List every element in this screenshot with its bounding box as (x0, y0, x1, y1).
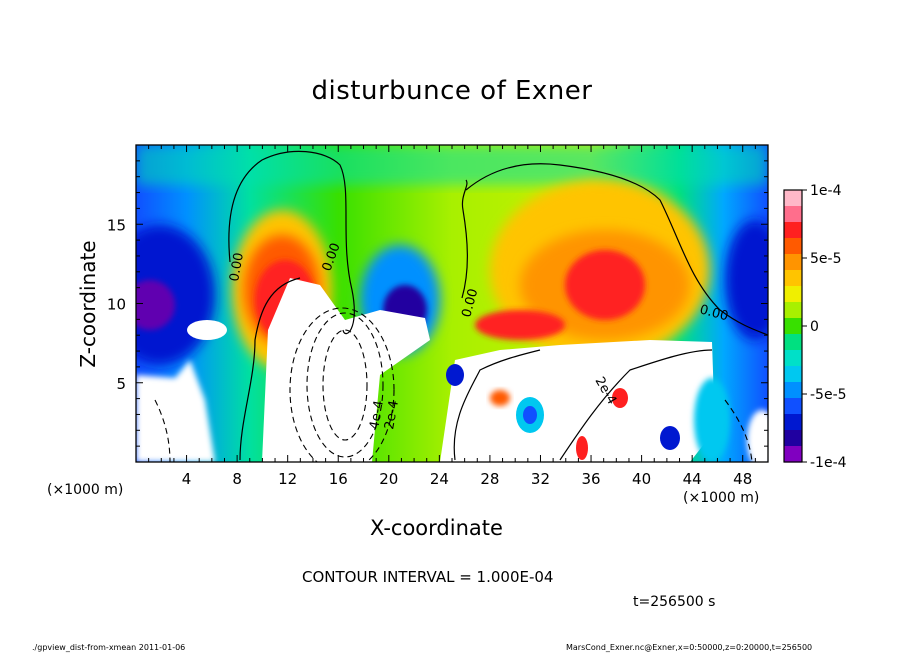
x-tick-label: 4 (182, 470, 192, 488)
contour-label: 0.00 (459, 287, 481, 319)
colorbar-swatch (784, 270, 802, 287)
colorbar-tick-label: -5e-5 (810, 387, 847, 403)
x-tick-label: 24 (430, 470, 449, 488)
colorbar-swatch (784, 366, 802, 383)
colorbar-swatch (784, 190, 802, 207)
contour-label: 0.00 (227, 252, 247, 283)
x-tick-label: 8 (232, 470, 242, 488)
footer-right: MarsCond_Exner.nc@Exner,x=0:50000,z=0:20… (566, 643, 813, 652)
colorbar-swatch (784, 398, 802, 415)
x-unit-label: (×1000 m) (683, 490, 760, 506)
colorbar-tick-label: -1e-4 (810, 455, 847, 471)
colorbar-swatch (784, 350, 802, 367)
colorbar-swatch (784, 238, 802, 255)
colorbar-tick-label: 5e-5 (810, 251, 841, 267)
x-tick-label: 44 (683, 470, 702, 488)
x-tick-label: 20 (379, 470, 398, 488)
colorbar-swatch (784, 302, 802, 319)
colorbar-swatch (784, 206, 802, 223)
x-tick-label: 16 (329, 470, 348, 488)
colorbar-swatch (784, 254, 802, 271)
x-axis-title: X-coordinate (370, 516, 503, 540)
y-unit-label: (×1000 m) (47, 482, 124, 498)
colorbar-swatch (784, 286, 802, 303)
colorbar-swatch (784, 334, 802, 351)
x-axis: 4 8 12 16 20 24 28 32 36 40 44 48 (135, 145, 769, 488)
colorbar: 1e-4 5e-5 0 -5e-5 -1e-4 (783, 183, 847, 471)
colorbar-swatch (784, 414, 802, 431)
y-axis: 5 10 15 (107, 144, 768, 463)
colorbar-tick-label: 0 (810, 319, 819, 335)
plot-field: 0.00 0.00 0.00 0.00 4e-4 2e-4 2e-4 (136, 145, 768, 462)
x-tick-label: 28 (480, 470, 499, 488)
x-tick-label: 36 (581, 470, 600, 488)
contour-label: 4e-4 (367, 399, 387, 430)
y-tick-label: 10 (107, 296, 126, 314)
x-tick-label: 48 (733, 470, 752, 488)
y-tick-label: 5 (116, 375, 126, 393)
x-tick-label: 32 (531, 470, 550, 488)
chart-title: disturbunce of Exner (311, 76, 593, 106)
y-axis-title: Z-coordinate (76, 240, 100, 368)
colorbar-swatch (784, 318, 802, 335)
x-tick-label: 12 (278, 470, 297, 488)
colorbar-tick-label: 1e-4 (810, 183, 842, 199)
contour-interval: CONTOUR INTERVAL = 1.000E-04 (302, 568, 554, 586)
contour-label: 2e-4 (382, 399, 402, 430)
y-tick-label: 15 (107, 216, 126, 234)
colorbar-swatch (784, 446, 802, 463)
x-tick-label: 40 (632, 470, 651, 488)
colorbar-swatch (784, 430, 802, 447)
colorbar-swatch (784, 222, 802, 239)
colorbar-swatch (784, 382, 802, 399)
footer-left: ./gpview_dist-from-xmean 2011-01-06 (32, 643, 186, 652)
time-label: t=256500 s (633, 594, 716, 610)
contour-label: 0.00 (698, 302, 730, 324)
